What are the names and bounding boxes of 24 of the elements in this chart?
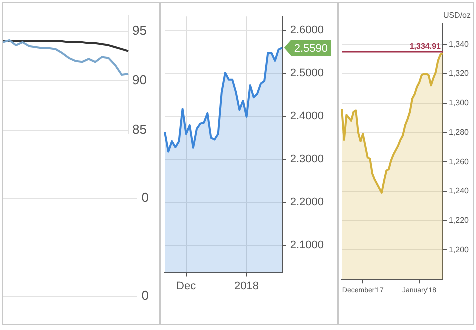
y-tick-label: 1,200 [448, 245, 470, 254]
x-tick-label: Dec [176, 280, 197, 292]
y-tick-label: 1,320 [448, 69, 470, 78]
y-tick-label: 1,280 [448, 128, 470, 137]
y-tick-label: 2.3000 [290, 154, 324, 166]
ref-line-label: 1,334.91 [410, 42, 442, 52]
text: 2.5590 [294, 43, 328, 56]
y-tick-label: 95 [132, 23, 148, 38]
y-tick-label: 1,340 [448, 40, 470, 49]
y-tick-label: 2.6000 [290, 24, 324, 36]
y-axis-title: USD/oz [443, 11, 471, 20]
y-tick-label: 1,260 [448, 157, 470, 166]
y-tick-label: 2.1000 [290, 240, 324, 252]
y-tick-label: 1,220 [448, 216, 470, 226]
x-tick-label: 2018 [234, 280, 260, 292]
text: 0 [142, 190, 149, 205]
y-tick-label: 2.4000 [290, 110, 324, 123]
y-tick-label: 85 [132, 122, 148, 137]
text: 0 [142, 288, 149, 303]
y-tick-label: 2.5000 [290, 67, 324, 80]
y-tick-label: 90 [132, 72, 148, 88]
y-tick-label: 2.2000 [290, 196, 324, 209]
y-tick-label: 1,300 [448, 98, 470, 108]
y-tick-label: 1,240 [448, 186, 470, 196]
